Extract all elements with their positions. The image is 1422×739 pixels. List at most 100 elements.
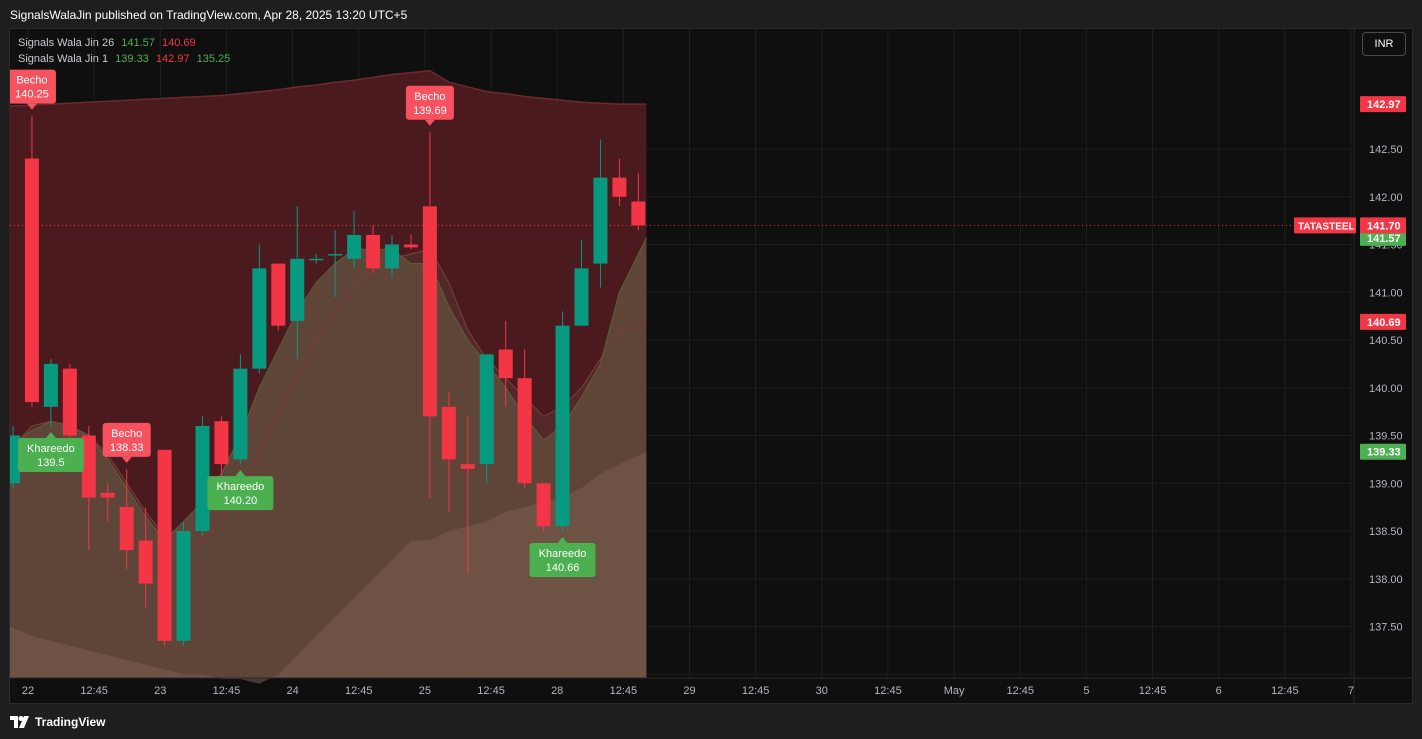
time-axis-tick: 12:45 <box>1271 685 1299 697</box>
sell-signal-label[interactable] <box>10 69 56 104</box>
sell-signal-arrow <box>424 119 435 126</box>
candle-body[interactable] <box>24 158 39 403</box>
time-axis-tick: 12:45 <box>742 685 770 697</box>
time-axis-tick: May <box>944 685 965 697</box>
currency-button[interactable]: INR <box>1362 32 1406 56</box>
time-axis-tick: 29 <box>683 685 695 697</box>
candle-body[interactable] <box>100 492 115 498</box>
buy-signal-label[interactable] <box>207 476 274 511</box>
buy-signal-label[interactable] <box>17 437 84 472</box>
candle-body[interactable] <box>271 263 286 326</box>
candle-body[interactable] <box>555 325 570 527</box>
mid-band-line <box>10 248 647 551</box>
candle-body[interactable] <box>157 449 172 641</box>
legend-row-indicator-1[interactable]: Signals Wala Jin 1 139.33 142.97 135.25 <box>18 51 234 67</box>
sell-signal-label[interactable] <box>102 422 151 457</box>
time-axis-tick: 12:45 <box>874 685 902 697</box>
price-axis-label-text: 140.69 <box>1367 317 1401 329</box>
candle-body[interactable] <box>214 421 229 465</box>
lower-band-fill <box>10 451 647 684</box>
candle-body[interactable] <box>81 435 96 498</box>
time-axis-tick: 7 <box>1348 685 1354 697</box>
candle-body[interactable] <box>347 234 362 259</box>
signal-text: Khareedo <box>217 481 265 493</box>
candle-body[interactable] <box>233 368 248 460</box>
time-axis-tick: 12:45 <box>1139 685 1167 697</box>
price-axis-label-text: 141.57 <box>1367 233 1401 245</box>
candle-body[interactable] <box>403 244 418 248</box>
last-price-label <box>1360 217 1406 234</box>
candle-body[interactable] <box>10 435 20 484</box>
tradingview-logo[interactable]: TradingView <box>10 715 105 729</box>
upper-band-line <box>10 69 647 107</box>
candle-body[interactable] <box>328 254 343 256</box>
buy-signal-label[interactable] <box>529 543 596 577</box>
indicator-value: 141.57 <box>121 37 155 49</box>
candle-body[interactable] <box>309 258 324 261</box>
indicator-name: Signals Wala Jin 1 <box>18 53 109 65</box>
price-axis-tick: 137.50 <box>1369 622 1403 634</box>
time-axis-tick: 25 <box>419 685 431 697</box>
time-axis-tick: 12:45 <box>213 685 241 697</box>
signal-price: 139.5 <box>37 457 65 469</box>
candle-body[interactable] <box>252 268 267 369</box>
last-price-label-text: 141.70 <box>1367 220 1401 232</box>
candle-body[interactable] <box>593 177 608 264</box>
sell-signal-label[interactable] <box>405 85 454 120</box>
candle-body[interactable] <box>536 483 551 527</box>
price-axis-label <box>1360 229 1406 246</box>
candle-body[interactable] <box>612 177 627 197</box>
time-axis-tick: 12:45 <box>345 685 373 697</box>
signal-price: 140.66 <box>546 562 580 574</box>
candle-body[interactable] <box>43 363 58 407</box>
indicator-value: 139.33 <box>115 53 149 65</box>
candle-body[interactable] <box>460 464 475 469</box>
candle-body[interactable] <box>441 406 456 460</box>
price-chart[interactable]: Becho 140.25 Khareedo 139.5 Becho 138.33 Khare… <box>10 29 1412 703</box>
candle-body[interactable] <box>62 368 77 436</box>
candle-body[interactable] <box>574 268 589 326</box>
buy-signal-arrow <box>45 431 56 438</box>
candle-body[interactable] <box>517 378 532 484</box>
signal-price: 139.69 <box>413 105 447 117</box>
footer-bar: TradingView <box>0 705 1422 739</box>
signal-price: 138.33 <box>110 442 144 454</box>
chart-area[interactable]: Becho 140.25 Khareedo 139.5 Becho 138.33 Khare… <box>9 28 1413 704</box>
signal-text: Becho <box>111 428 142 440</box>
price-axis-label <box>1360 313 1406 330</box>
candle-body[interactable] <box>385 244 399 269</box>
candle-body[interactable] <box>290 258 305 321</box>
time-axis-tick: 23 <box>154 685 166 697</box>
sell-signal-arrow <box>26 103 37 110</box>
candle-body[interactable] <box>479 354 494 465</box>
time-axis-tick: 24 <box>286 685 298 697</box>
candle-body[interactable] <box>498 349 513 379</box>
symbol-label <box>1294 217 1356 234</box>
candle-body[interactable] <box>195 425 210 531</box>
signal-text: Becho <box>414 91 445 103</box>
time-axis-tick: 12:45 <box>477 685 505 697</box>
indicator-value: 142.97 <box>155 53 190 65</box>
signal-price: 140.25 <box>15 89 49 101</box>
signal-text: Khareedo <box>539 548 587 560</box>
price-axis-tick: 142.00 <box>1369 192 1403 204</box>
indicator-value: 135.25 <box>196 53 231 65</box>
time-axis-tick: 12:45 <box>1006 685 1034 697</box>
fast-line <box>10 237 647 542</box>
candle-body[interactable] <box>422 206 437 417</box>
candle-body[interactable] <box>119 507 134 551</box>
legend-row-indicator-26[interactable]: Signals Wala Jin 26 141.57 140.69 <box>18 35 234 51</box>
price-axis-label-text: 139.33 <box>1367 447 1401 459</box>
time-axis-tick: 12:45 <box>80 685 108 697</box>
price-axis-tick: 139.00 <box>1369 478 1403 490</box>
candle-body[interactable] <box>366 234 381 269</box>
candle-body[interactable] <box>138 540 153 584</box>
time-axis-tick: 5 <box>1083 685 1089 697</box>
candle-body[interactable] <box>631 201 646 226</box>
price-axis-tick: 140.00 <box>1369 383 1403 395</box>
price-axis-tick: 140.50 <box>1369 335 1403 347</box>
candle-body[interactable] <box>176 531 191 641</box>
price-axis-label <box>1360 96 1406 113</box>
time-axis-tick: 30 <box>816 685 828 697</box>
price-axis-label-text: 142.97 <box>1367 99 1401 111</box>
